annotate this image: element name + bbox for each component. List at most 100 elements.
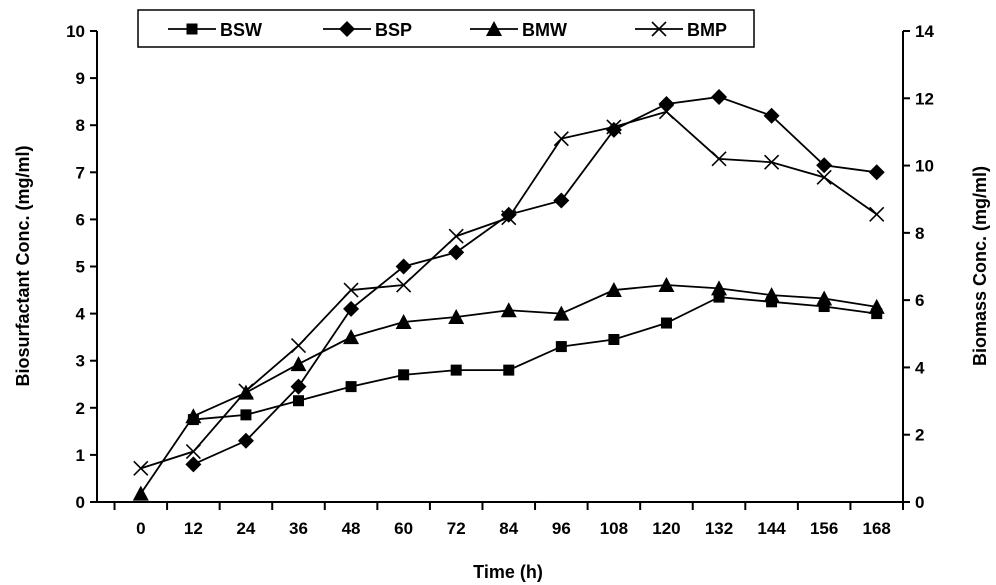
x-tick-label: 120 xyxy=(652,519,680,538)
x-marker-stroke xyxy=(343,282,359,298)
series-bmw-point xyxy=(553,305,570,321)
x-tick-label: 0 xyxy=(136,519,145,538)
series-bmp-point xyxy=(185,443,201,460)
series-bmw-point xyxy=(500,302,517,318)
series-bmw-point xyxy=(395,314,412,330)
y-tick-label: 8 xyxy=(76,116,85,135)
series-bmw-point xyxy=(343,329,360,345)
series-bsw-line xyxy=(193,296,877,421)
series-bmp-point xyxy=(869,206,885,222)
x-tick-label: 156 xyxy=(810,519,838,538)
x-marker-stroke xyxy=(448,228,464,244)
y-tick-label: 5 xyxy=(76,258,85,277)
x-tick-label: 168 xyxy=(863,519,891,538)
series-bmw-point xyxy=(763,287,780,303)
series-bsp-point xyxy=(343,300,360,317)
x-marker-stroke xyxy=(816,169,832,185)
y2-tick-label: 14 xyxy=(915,22,934,41)
x-marker-stroke xyxy=(711,151,727,167)
series-bsp-point xyxy=(868,164,885,181)
y-tick-label: 3 xyxy=(76,352,85,371)
series-bmp-point xyxy=(448,228,464,244)
series-bsp-point xyxy=(605,121,622,138)
series-bmp-point xyxy=(711,151,727,167)
x-marker-stroke xyxy=(290,337,307,354)
series-bmw-point xyxy=(185,408,202,424)
legend-marker-bsp xyxy=(339,21,355,37)
legend-label-bmw: BMW xyxy=(522,20,567,40)
y-axis-title: Biosurfactant Conc. (mg/ml) xyxy=(13,145,33,386)
y-tick-label: 7 xyxy=(76,163,85,182)
y-tick-label: 9 xyxy=(76,69,85,88)
series-bsp-point xyxy=(448,244,465,261)
x-tick-label: 132 xyxy=(705,519,733,538)
series-bsp-line xyxy=(193,96,877,466)
y-tick-label: 2 xyxy=(76,399,85,418)
series-bsw-point xyxy=(818,301,830,313)
x-axis-title: Time (h) xyxy=(473,562,543,582)
x-marker-stroke xyxy=(501,210,517,226)
y-tick-label: 4 xyxy=(76,305,86,324)
series-bsw-point xyxy=(450,364,462,376)
x-marker-stroke xyxy=(651,21,667,37)
y-tick-label: 1 xyxy=(76,446,85,465)
series-bmp-point xyxy=(133,460,149,476)
series-bsw-point xyxy=(503,364,515,376)
series-bsp-point xyxy=(185,456,202,473)
series-bmw-point xyxy=(605,282,622,298)
x-tick-label: 12 xyxy=(184,519,203,538)
series-bmp-point xyxy=(501,210,517,226)
x-tick-label: 60 xyxy=(394,519,413,538)
legend-item-bmp: BMP xyxy=(635,20,727,40)
series-bmp-point xyxy=(816,169,832,185)
y-tick-label: 6 xyxy=(76,210,85,229)
series-bmp-point xyxy=(553,131,569,147)
series-bmp-point xyxy=(606,119,622,135)
x-marker-stroke xyxy=(658,104,675,120)
series-bsp-point xyxy=(395,258,412,275)
y-tick-label: 10 xyxy=(66,22,85,41)
y2-axis-title: Biomass Conc. (mg/ml) xyxy=(970,166,990,366)
series-layer xyxy=(132,88,885,501)
series-bmw-point xyxy=(448,308,465,324)
series-bmw xyxy=(132,277,885,501)
legend-item-bmw: BMW xyxy=(470,20,567,40)
series-bmp-point xyxy=(343,282,359,298)
legend: BSW BSP BMW BMP xyxy=(137,9,755,48)
legend-label-bsp: BSP xyxy=(375,20,412,40)
series-bsp-point xyxy=(711,88,728,105)
series-bmw-point xyxy=(132,485,149,501)
x-tick-label: 24 xyxy=(236,519,255,538)
legend-marker-bsw xyxy=(186,23,198,35)
x-marker-stroke xyxy=(133,460,149,476)
series-bsp-point xyxy=(553,192,570,209)
x-tick-label: 36 xyxy=(289,519,308,538)
legend-item-bsw: BSW xyxy=(168,20,262,40)
x-tick-label: 48 xyxy=(342,519,361,538)
series-bmw-point xyxy=(711,280,728,296)
series-bsw-point xyxy=(555,341,567,353)
series-bmp-point xyxy=(396,277,412,293)
series-bsp-point xyxy=(763,107,780,124)
series-bsp-point xyxy=(237,432,254,449)
series-bsw-point xyxy=(660,317,672,329)
y2-tick-label: 2 xyxy=(915,426,924,445)
series-bsw-point xyxy=(240,409,252,421)
series-bmw-point xyxy=(290,356,307,372)
x-tick-label: 72 xyxy=(447,519,466,538)
x-tick-label: 84 xyxy=(499,519,518,538)
series-bmp xyxy=(133,104,885,476)
y-tick-label: 0 xyxy=(76,493,85,512)
y2-tick-label: 12 xyxy=(915,89,934,108)
series-bsw-point xyxy=(713,291,725,303)
series-bsw-point xyxy=(293,395,304,407)
legend-marker-bmp xyxy=(651,21,667,37)
y2-tick-label: 0 xyxy=(915,493,924,512)
series-bmp-point xyxy=(764,154,780,170)
y2-tick-label: 10 xyxy=(915,157,934,176)
series-bsw-point xyxy=(345,381,357,393)
series-bsp-point xyxy=(816,157,833,174)
series-bmw-point xyxy=(868,298,885,314)
x-marker-stroke xyxy=(553,131,569,147)
